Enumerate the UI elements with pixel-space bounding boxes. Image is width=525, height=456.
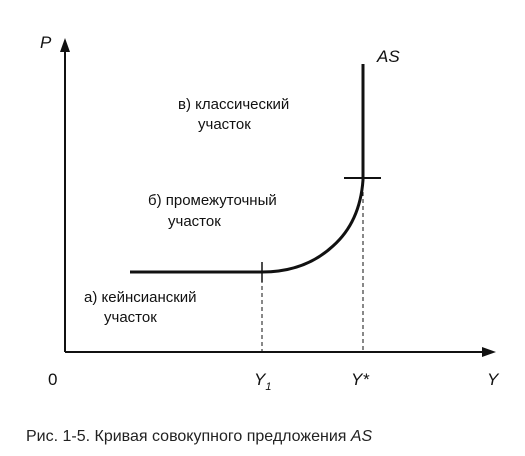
y-axis-label: P [40, 33, 52, 52]
as-curve-label: AS [376, 47, 400, 66]
intermediate-region-label-line2: участок [168, 213, 221, 230]
classical-region-label-line2: участок [198, 116, 251, 133]
keynesian-region-label: а) кейнсианский [84, 289, 197, 306]
x-axis-arrow [482, 347, 496, 357]
classical-region-label: в) классический [178, 96, 289, 113]
ystar-tick-label: Y* [351, 370, 370, 389]
x-axis-label: Y [487, 370, 500, 389]
y1-tick-label: Y1 [254, 370, 271, 393]
figure-caption: Рис. 1-5. Кривая совокупного предложения… [26, 428, 373, 445]
y-axis-arrow [60, 38, 70, 52]
as-curve [130, 64, 365, 274]
intermediate-region-label: б) промежуточный [148, 192, 277, 209]
origin-label: 0 [48, 370, 57, 389]
keynesian-region-label-line2: участок [104, 309, 157, 326]
